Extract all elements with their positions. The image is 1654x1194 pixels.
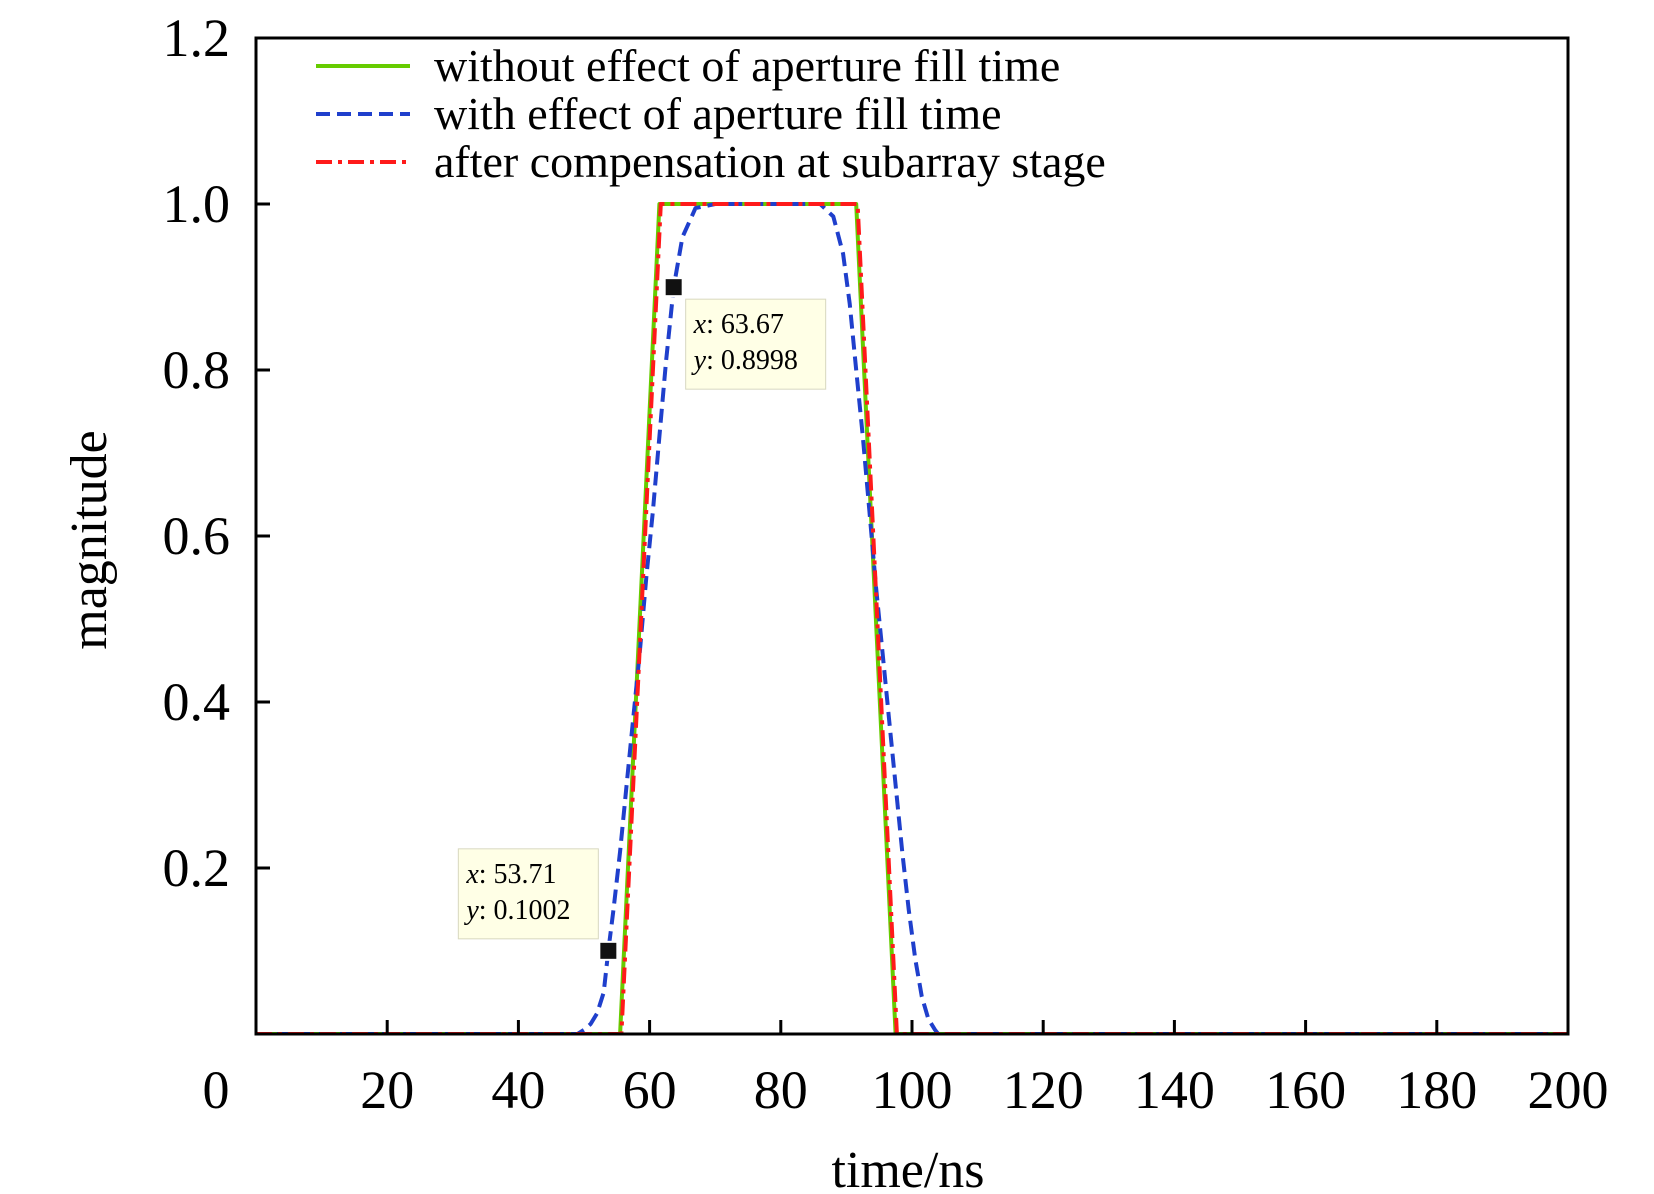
legend-entry-3: after compensation at subarray stage xyxy=(316,136,1106,187)
x-tick-label: 60 xyxy=(623,1060,677,1120)
data-tip-y: y: 0.8998 xyxy=(691,345,798,376)
data-tip-box xyxy=(457,848,599,940)
y-tick-label: 0.8 xyxy=(163,340,231,400)
plot-area xyxy=(256,202,1568,1034)
y-tick-label: 0.2 xyxy=(163,838,231,898)
data-tip-x: x: 53.71 xyxy=(465,859,556,890)
data-tip-marker xyxy=(598,940,619,961)
series-line-2 xyxy=(256,202,1568,1034)
axes: 0 20 40 60 80 100 120 140 160 180 200 0.2 0.4 0.6 0.8 1… xyxy=(163,8,1609,1120)
plot-frame xyxy=(254,36,1570,1036)
x-tick-label: 80 xyxy=(754,1060,808,1120)
y-tick-label: 0.4 xyxy=(163,672,231,732)
legend-label: with effect of aperture fill time xyxy=(434,88,1002,139)
x-tick-label: 140 xyxy=(1134,1060,1215,1120)
data-tip-x: x: 63.67 xyxy=(693,309,784,340)
y-tick-label: 1.2 xyxy=(163,8,231,68)
data-tip-marker xyxy=(663,277,684,298)
x-tick-label: 20 xyxy=(360,1060,414,1120)
x-tick-label: 200 xyxy=(1528,1060,1609,1120)
legend-entry-1: without effect of aperture fill time xyxy=(316,40,1060,91)
legend: without effect of aperture fill timewith… xyxy=(316,40,1106,187)
legend-label: after compensation at subarray stage xyxy=(434,136,1106,187)
legend-label: without effect of aperture fill time xyxy=(434,40,1060,91)
x-tick-label: 180 xyxy=(1396,1060,1477,1120)
data-tips: x: 53.71 y: 0.1002 x: 63.67 y: 0.8998 xyxy=(457,277,827,961)
data-tip-y: y: 0.1002 xyxy=(463,895,570,926)
series-line-3 xyxy=(256,202,1568,1034)
x-tick-label: 0 xyxy=(203,1060,230,1120)
legend-entry-2: with effect of aperture fill time xyxy=(316,88,1002,139)
x-tick-label: 160 xyxy=(1265,1060,1346,1120)
x-tick-label: 100 xyxy=(872,1060,953,1120)
y-tick-label: 1.0 xyxy=(163,174,231,234)
y-tick-label: 0.6 xyxy=(163,506,231,566)
x-axis-title: time/ns xyxy=(831,1142,984,1194)
x-tick-label: 40 xyxy=(491,1060,545,1120)
y-axis-title: magnitude xyxy=(61,430,118,650)
data-tip: x: 63.67 y: 0.8998 xyxy=(663,277,827,390)
data-tip-box xyxy=(685,298,827,390)
x-tick-label: 120 xyxy=(1003,1060,1084,1120)
series-line-1 xyxy=(256,202,1568,1034)
data-tip: x: 53.71 y: 0.1002 xyxy=(457,848,619,961)
